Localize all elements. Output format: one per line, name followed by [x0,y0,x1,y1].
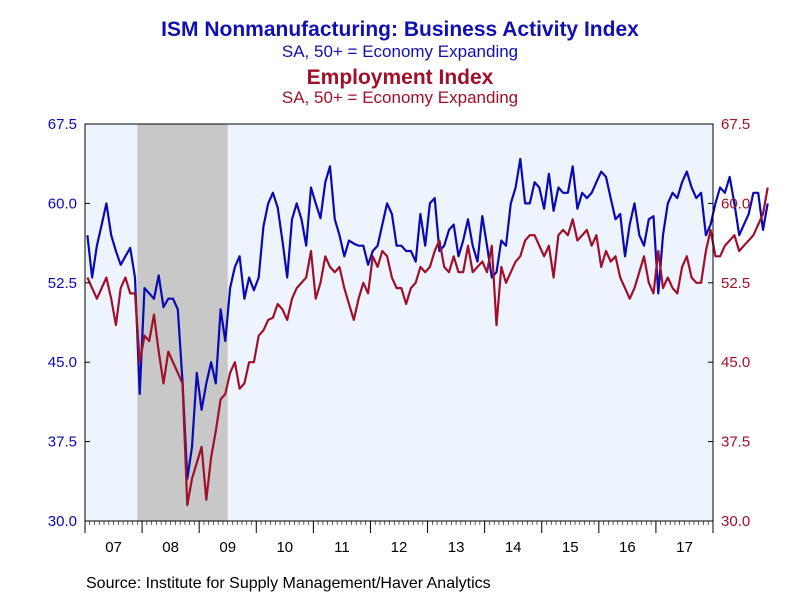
x-tick-label: 10 [276,539,293,556]
business-activity-line [86,157,769,480]
left-tick-label: 37.5 [48,434,77,451]
right-tick-label: 45.0 [721,354,750,371]
x-tick-label: 09 [219,539,236,556]
right-tick-label: 67.5 [721,116,750,133]
x-tick-label: 07 [105,539,122,556]
left-tick-label: 52.5 [48,275,77,292]
recession-shading [137,124,228,521]
left-tick-label: 60.0 [48,195,77,212]
x-tick-label: 14 [505,539,522,556]
right-tick-label: 52.5 [721,275,750,292]
chart-title: ISM Nonmanufacturing: Business Activity … [161,18,639,41]
left-tick-label: 67.5 [48,116,77,133]
x-tick-label: 13 [448,539,465,556]
second-series-title: Employment Index [306,66,494,89]
chart-subtitle: SA, 50+ = Economy Expanding [281,42,519,61]
left-tick-label: 45.0 [48,354,77,371]
x-tick-label: 16 [619,539,636,556]
right-tick-label: 60.0 [721,195,750,212]
right-tick-label: 37.5 [721,434,750,451]
x-tick-label: 17 [676,539,693,556]
employment-line [86,187,769,507]
left-tick-label: 30.0 [48,513,77,530]
right-tick-label: 30.0 [721,513,750,530]
x-tick-label: 15 [562,539,579,556]
x-tick-label: 08 [162,539,179,556]
second-series-subtitle: SA, 50+ = Economy Expanding [281,88,519,107]
x-tick-label: 11 [334,539,350,556]
x-tick-label: 12 [391,539,408,556]
source-note: Source: Institute for Supply Management/… [86,575,491,592]
